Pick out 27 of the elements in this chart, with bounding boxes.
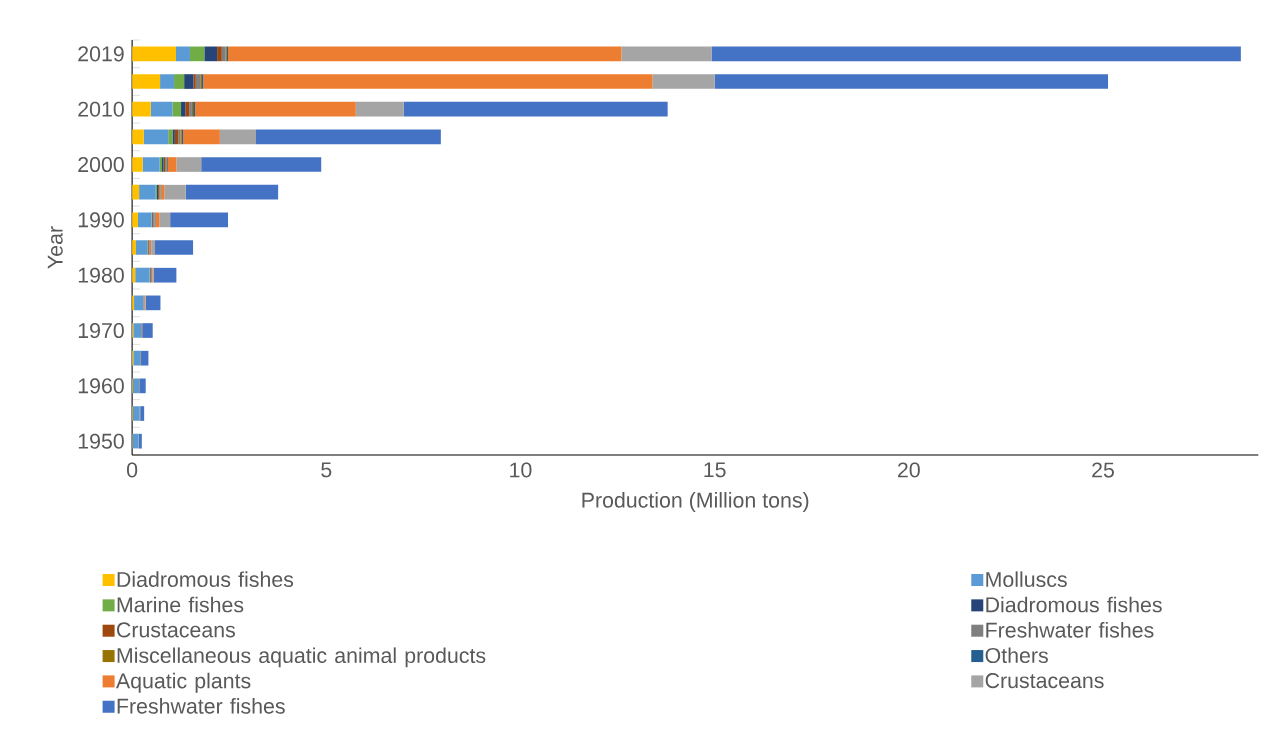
x-axis-title: Production (Million tons) <box>582 492 809 512</box>
legend-label: Crustaceans <box>985 673 1104 689</box>
legend-label: Diadromous fishes <box>117 571 294 588</box>
y-tick-label: 1950 <box>78 433 124 449</box>
y-tick-label: 1980 <box>78 267 124 283</box>
legend-label: Miscellaneous aquatic animal products <box>117 647 486 668</box>
y-tick-label: 1990 <box>78 212 124 228</box>
legend-label: Others <box>985 647 1048 664</box>
legend-label: Marine fishes <box>117 596 244 613</box>
legend-label: Freshwater fishes <box>117 698 285 714</box>
y-tick-label: 1960 <box>78 378 124 394</box>
x-tick-label: 15 <box>704 462 726 478</box>
legend-label: Crustaceans <box>117 622 235 638</box>
y-tick-label: 2000 <box>78 157 124 173</box>
y-tick-label: 1970 <box>78 323 124 339</box>
y-tick-label: 2019 <box>78 46 124 62</box>
legend-label: Diadromous fishes <box>986 596 1162 613</box>
x-tick-label: 5 <box>321 462 332 478</box>
x-tick-label: 25 <box>1092 462 1114 478</box>
x-tick-label: 0 <box>127 462 138 478</box>
x-tick-label: 20 <box>898 462 920 478</box>
y-tick-label: 2010 <box>78 101 124 117</box>
y-axis-title: Year <box>47 226 63 269</box>
legend-label: Freshwater fishes <box>986 622 1154 638</box>
x-tick-label: 10 <box>510 462 532 478</box>
legend-label: Aquatic plants <box>115 672 251 693</box>
legend-label: Molluscs <box>986 571 1067 588</box>
